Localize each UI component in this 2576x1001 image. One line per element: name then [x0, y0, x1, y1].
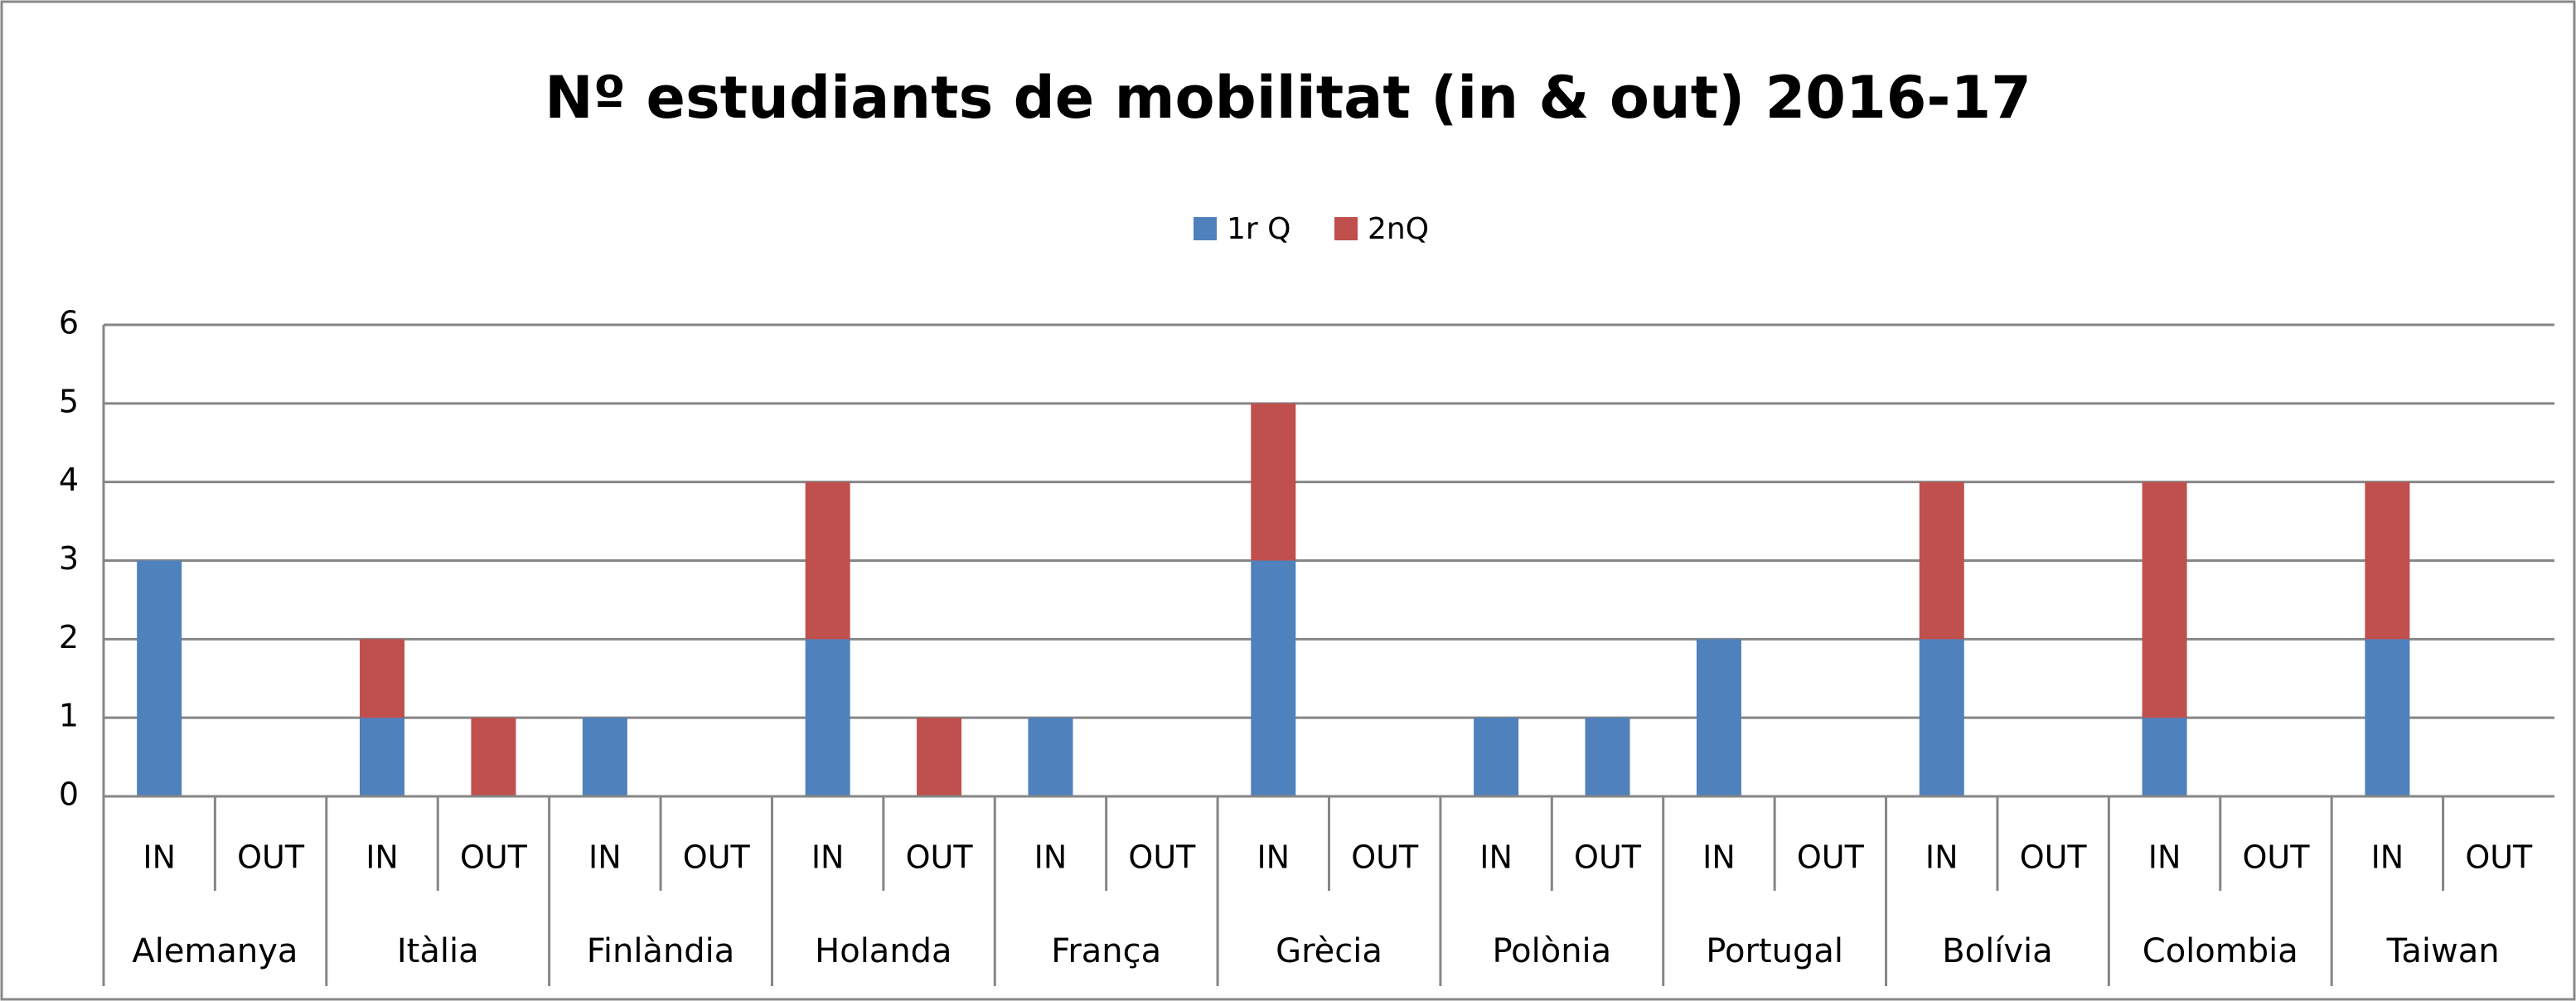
x-tick-label: OUT [1797, 839, 1865, 876]
y-tick-label: 0 [59, 776, 79, 813]
bar-segment [471, 718, 516, 796]
x-tick-label: OUT [1574, 839, 1642, 876]
y-tick-label: 1 [59, 698, 79, 734]
legend-swatch [1194, 217, 1217, 240]
bar-segment [2142, 718, 2187, 796]
legend-label: 1r Q [1227, 212, 1290, 246]
bar-segment [360, 639, 405, 718]
group-label: Polònia [1492, 932, 1611, 970]
x-tick-label: OUT [2020, 839, 2088, 876]
bar-segment [1251, 560, 1296, 796]
x-tick-label: OUT [2243, 839, 2311, 876]
x-tick-label: IN [1479, 839, 1513, 876]
bar-segment [1919, 481, 1964, 640]
bar-segment [1251, 403, 1296, 561]
x-tick-label: IN [1925, 839, 1959, 876]
x-tick-label: IN [366, 839, 399, 876]
y-tick-label: 5 [59, 383, 79, 419]
x-tick-label: IN [1034, 839, 1068, 876]
group-label: Portugal [1706, 932, 1843, 970]
legend-label: 2nQ [1368, 212, 1429, 246]
group-label: Itàlia [397, 932, 479, 970]
chart-title: Nº estudiants de mobilitat (in & out) 20… [545, 64, 2031, 132]
x-tick-label: OUT [1128, 839, 1196, 876]
group-label: Holanda [815, 932, 951, 970]
y-tick-label: 3 [59, 540, 79, 577]
bar-segment [2142, 481, 2187, 718]
x-tick-label: IN [2148, 839, 2181, 876]
bar-segment [1028, 718, 1073, 796]
group-label: Taiwan [2386, 932, 2500, 970]
x-tick-label: OUT [906, 839, 974, 876]
group-label: Colombia [2143, 932, 2298, 970]
x-tick-label: IN [2371, 839, 2404, 876]
bar-segment [805, 639, 850, 796]
x-tick-label: IN [143, 839, 176, 876]
x-tick-label: OUT [683, 839, 751, 876]
group-label: Finlàndia [587, 932, 735, 970]
y-tick-label: 4 [59, 462, 79, 498]
bar-segment [2365, 481, 2410, 640]
group-label: Bolívia [1942, 932, 2052, 970]
group-label: Alemanya [132, 932, 298, 970]
bar-segment [137, 560, 182, 796]
bar-segment [1919, 639, 1964, 796]
x-tick-label: IN [1257, 839, 1290, 876]
y-tick-label: 2 [59, 619, 79, 655]
bar-segment [2365, 639, 2410, 796]
bar-segment [360, 718, 405, 796]
group-label: França [1051, 932, 1161, 970]
bar-segment [917, 718, 962, 796]
bar-segment [1474, 718, 1519, 796]
x-tick-label: OUT [2465, 839, 2533, 876]
x-tick-label: IN [811, 839, 845, 876]
legend-swatch [1334, 217, 1358, 240]
y-tick-label: 6 [59, 305, 79, 341]
bar-segment [805, 481, 850, 640]
x-tick-label: IN [588, 839, 622, 876]
bar-segment [1585, 718, 1630, 796]
x-tick-label: IN [1702, 839, 1736, 876]
group-label: Grècia [1276, 932, 1382, 970]
bar-segment [1696, 639, 1741, 796]
x-tick-label: OUT [1351, 839, 1419, 876]
bar-segment [582, 718, 627, 796]
x-tick-label: OUT [237, 839, 305, 876]
x-tick-label: OUT [460, 839, 528, 876]
